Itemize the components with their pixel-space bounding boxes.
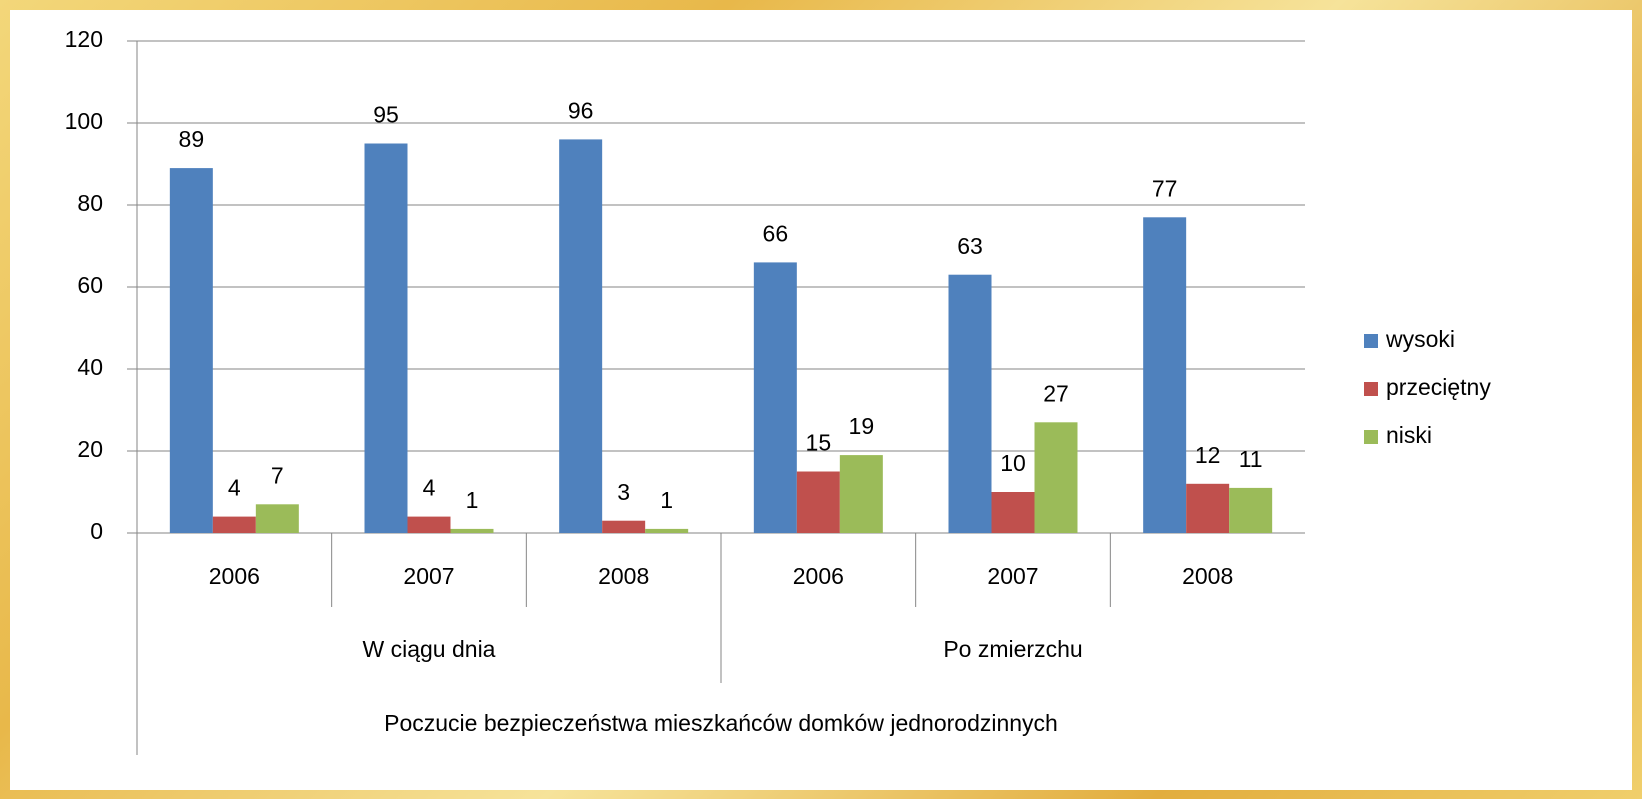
bar xyxy=(407,516,451,533)
y-tick-label: 60 xyxy=(77,272,103,298)
legend-label: niski xyxy=(1386,422,1432,448)
y-tick-label: 20 xyxy=(77,436,103,462)
bar xyxy=(450,528,494,533)
x-tick-label: 2008 xyxy=(598,563,649,589)
data-label: 12 xyxy=(1195,442,1221,468)
y-tick-label: 40 xyxy=(77,354,103,380)
legend-swatch xyxy=(1364,334,1378,348)
data-label: 4 xyxy=(423,475,436,501)
data-label: 7 xyxy=(271,462,284,488)
bar xyxy=(948,274,992,533)
data-label: 27 xyxy=(1043,380,1069,406)
bar xyxy=(212,516,256,533)
x-tick-label: 2006 xyxy=(209,563,260,589)
data-label: 3 xyxy=(617,479,630,505)
bar xyxy=(559,139,603,533)
legend-swatch xyxy=(1364,382,1378,396)
bar xyxy=(1034,422,1078,533)
data-label: 19 xyxy=(849,413,875,439)
chart-panel xyxy=(10,10,1632,790)
data-label: 95 xyxy=(373,102,399,128)
data-label: 15 xyxy=(806,430,832,456)
legend-label: wysoki xyxy=(1385,326,1455,352)
bar xyxy=(255,504,299,533)
data-label: 11 xyxy=(1239,446,1263,472)
bar xyxy=(796,471,840,533)
data-label: 63 xyxy=(957,233,983,259)
y-tick-label: 100 xyxy=(65,108,103,134)
bar xyxy=(753,262,797,533)
data-label: 1 xyxy=(466,487,479,513)
bar xyxy=(1186,483,1230,533)
bar xyxy=(602,520,646,533)
y-tick-label: 120 xyxy=(65,26,103,52)
x-tick-label: 2008 xyxy=(1182,563,1233,589)
data-label: 77 xyxy=(1152,175,1178,201)
x-group-title: Poczucie bezpieczeństwa mieszkańców domk… xyxy=(384,710,1058,736)
bar xyxy=(1229,487,1273,533)
y-tick-label: 80 xyxy=(77,190,103,216)
bar xyxy=(645,528,689,533)
x-tick-label: 2006 xyxy=(793,563,844,589)
bar xyxy=(839,455,883,533)
bar xyxy=(169,168,213,533)
data-label: 89 xyxy=(179,126,205,152)
data-label: 10 xyxy=(1000,450,1026,476)
data-label: 4 xyxy=(228,475,241,501)
data-label: 1 xyxy=(660,487,673,513)
bar xyxy=(991,492,1035,533)
bar xyxy=(1143,217,1187,534)
data-label: 66 xyxy=(763,220,789,246)
legend-swatch xyxy=(1364,430,1378,444)
legend-label: przeciętny xyxy=(1386,374,1491,400)
bar xyxy=(364,143,408,533)
x-tick-label: 2007 xyxy=(987,563,1038,589)
data-label: 96 xyxy=(568,97,594,123)
group-label: Po zmierzchu xyxy=(943,636,1082,662)
x-tick-label: 2007 xyxy=(403,563,454,589)
group-label: W ciągu dnia xyxy=(363,636,496,662)
y-tick-label: 0 xyxy=(90,518,103,544)
